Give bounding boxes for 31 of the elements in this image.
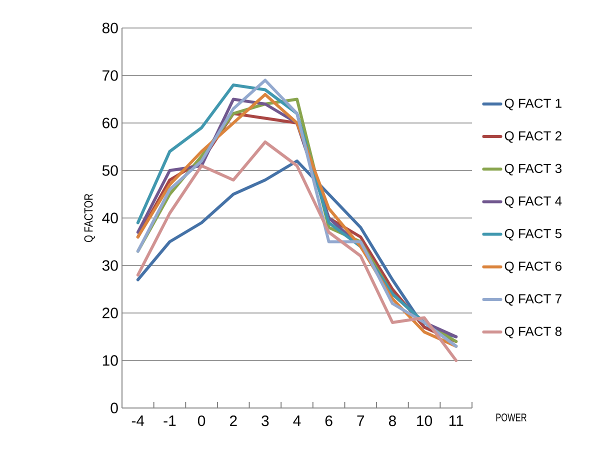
y-axis-title: Q FACTOR — [84, 194, 95, 242]
legend-label: Q FACT 6 — [504, 262, 562, 274]
y-tick-label: 70 — [102, 70, 118, 81]
x-tick-label: 10 — [417, 416, 432, 426]
legend-label: Q FACT 4 — [504, 196, 562, 208]
y-tick-label: 80 — [102, 22, 118, 34]
x-tick-label: 8 — [388, 416, 396, 426]
legend-label: Q FACT 1 — [504, 98, 562, 110]
line-series — [136, 140, 458, 362]
x-tick-label: 7 — [357, 416, 364, 426]
x-tick-label: -1 — [164, 416, 176, 426]
x-tick-label: -4 — [132, 416, 144, 426]
x-tick-label: 4 — [293, 416, 301, 426]
y-tick-label: 20 — [102, 308, 118, 318]
y-tick-label: 40 — [102, 212, 118, 224]
legend-label: Q FACT 5 — [504, 229, 562, 241]
legend-label: Q FACT 2 — [504, 131, 562, 143]
y-tick-label: 0 — [110, 402, 118, 414]
x-tick-label: 3 — [262, 416, 269, 426]
y-tick-label: 10 — [102, 355, 118, 366]
x-tick-label: 0 — [198, 416, 206, 426]
y-tick-label: 30 — [102, 260, 118, 271]
y-tick-label: 60 — [102, 118, 118, 128]
x-tick-label: 2 — [230, 416, 237, 426]
x-axis-title: POWER — [496, 414, 526, 422]
legend-label: Q FACT 7 — [504, 294, 562, 306]
x-tick-label: 11 — [449, 416, 464, 426]
legend-label: Q FACT 8 — [504, 326, 562, 338]
x-tick-label: 6 — [325, 416, 332, 426]
legend-label: Q FACT 3 — [504, 164, 562, 176]
y-tick-label: 50 — [102, 165, 118, 176]
